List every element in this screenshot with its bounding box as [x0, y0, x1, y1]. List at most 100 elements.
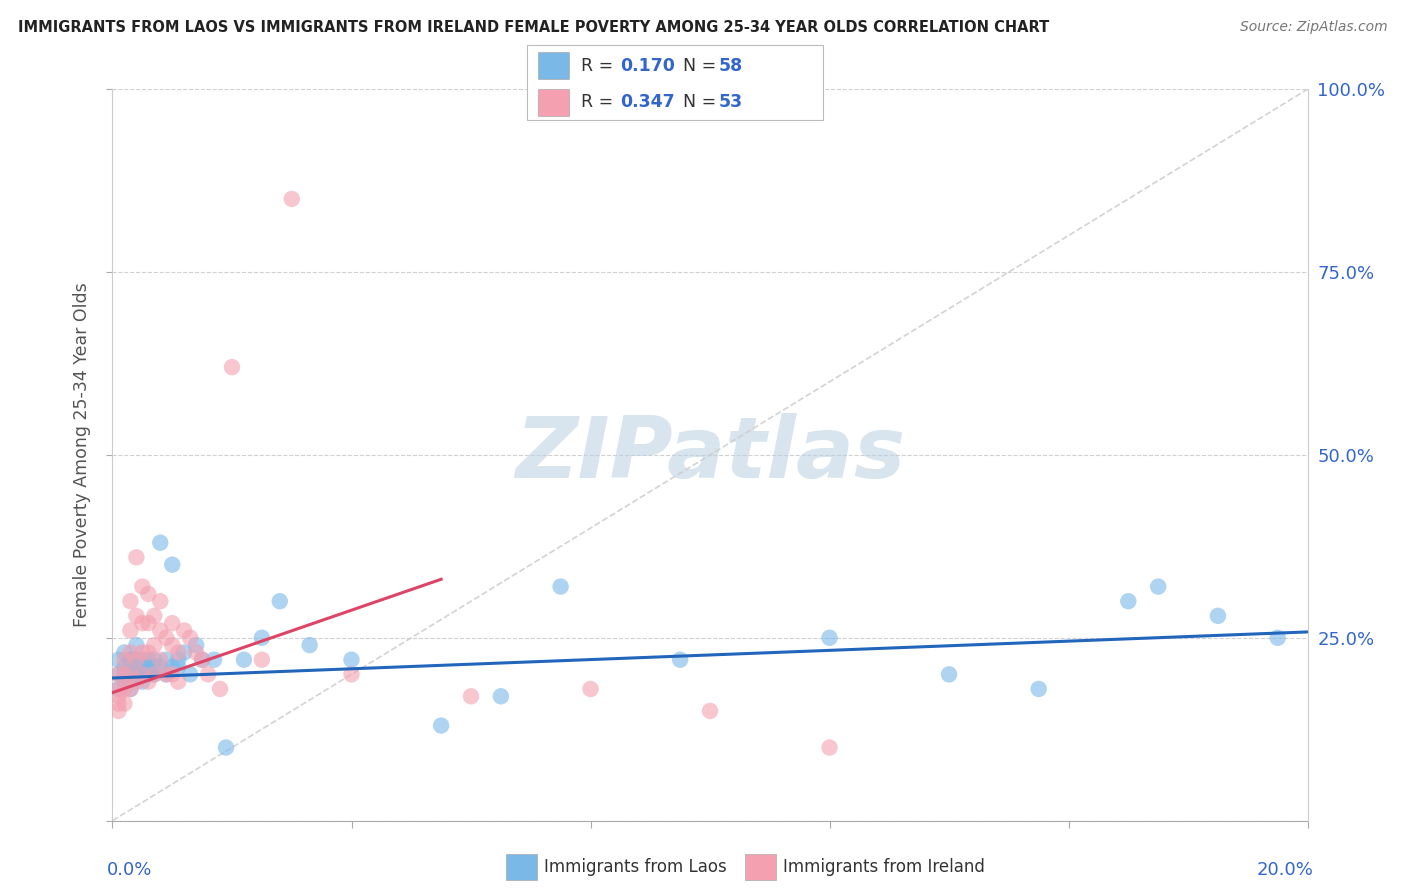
- Point: [125, 667, 148, 681]
- Text: 0.0%: 0.0%: [107, 861, 152, 879]
- Point: [215, 740, 238, 755]
- Text: 0.347: 0.347: [620, 94, 675, 112]
- Point: [179, 667, 201, 681]
- Point: [120, 653, 142, 667]
- Point: [107, 690, 129, 704]
- Point: [149, 624, 172, 638]
- Point: [149, 594, 172, 608]
- Point: [143, 667, 166, 681]
- Point: [155, 653, 177, 667]
- Point: [167, 674, 190, 689]
- Point: [167, 653, 190, 667]
- Point: [298, 638, 321, 652]
- Point: [1267, 631, 1289, 645]
- Point: [489, 690, 512, 704]
- Point: [143, 608, 166, 623]
- Point: [186, 645, 208, 659]
- Point: [131, 653, 153, 667]
- Point: [107, 681, 129, 696]
- Point: [938, 667, 960, 681]
- Point: [167, 645, 190, 659]
- Text: Immigrants from Laos: Immigrants from Laos: [544, 858, 727, 876]
- Point: [550, 580, 572, 594]
- Point: [125, 653, 148, 667]
- Point: [131, 616, 153, 631]
- Text: ZIPatlas: ZIPatlas: [515, 413, 905, 497]
- Text: Immigrants from Ireland: Immigrants from Ireland: [783, 858, 986, 876]
- Point: [138, 667, 160, 681]
- Point: [162, 616, 183, 631]
- Point: [143, 667, 166, 681]
- Point: [669, 653, 692, 667]
- Point: [120, 681, 142, 696]
- Point: [107, 667, 129, 681]
- Point: [149, 660, 172, 674]
- Point: [818, 740, 841, 755]
- Text: 20.0%: 20.0%: [1257, 861, 1313, 879]
- Point: [114, 681, 135, 696]
- Point: [120, 645, 142, 659]
- Text: Source: ZipAtlas.com: Source: ZipAtlas.com: [1240, 20, 1388, 34]
- Point: [120, 624, 142, 638]
- Point: [186, 638, 208, 652]
- Point: [162, 667, 183, 681]
- Point: [430, 718, 453, 732]
- Point: [131, 674, 153, 689]
- Point: [340, 653, 363, 667]
- Point: [155, 631, 177, 645]
- Point: [250, 631, 273, 645]
- Point: [1118, 594, 1140, 608]
- Point: [579, 681, 602, 696]
- Point: [114, 697, 135, 711]
- Point: [131, 580, 153, 594]
- Point: [138, 674, 160, 689]
- Point: [149, 535, 172, 549]
- Point: [114, 653, 135, 667]
- Point: [191, 653, 214, 667]
- Point: [162, 660, 183, 674]
- Y-axis label: Female Poverty Among 25-34 Year Olds: Female Poverty Among 25-34 Year Olds: [73, 283, 91, 627]
- Point: [107, 697, 129, 711]
- Point: [120, 660, 142, 674]
- Point: [155, 667, 177, 681]
- Point: [202, 653, 225, 667]
- Point: [269, 594, 291, 608]
- Point: [131, 660, 153, 674]
- Point: [143, 660, 166, 674]
- Point: [155, 667, 177, 681]
- Text: IMMIGRANTS FROM LAOS VS IMMIGRANTS FROM IRELAND FEMALE POVERTY AMONG 25-34 YEAR : IMMIGRANTS FROM LAOS VS IMMIGRANTS FROM …: [18, 20, 1049, 35]
- Point: [107, 653, 129, 667]
- Point: [125, 667, 148, 681]
- Point: [162, 638, 183, 652]
- Point: [107, 704, 129, 718]
- Point: [281, 192, 304, 206]
- Point: [138, 645, 160, 659]
- Point: [120, 681, 142, 696]
- Text: R =: R =: [581, 94, 619, 112]
- Point: [191, 653, 214, 667]
- Point: [125, 608, 148, 623]
- Text: 58: 58: [718, 57, 742, 75]
- Text: 0.170: 0.170: [620, 57, 675, 75]
- Point: [131, 660, 153, 674]
- Point: [340, 667, 363, 681]
- Point: [131, 667, 153, 681]
- Point: [138, 616, 160, 631]
- Point: [138, 660, 160, 674]
- Point: [107, 667, 129, 681]
- Text: 53: 53: [718, 94, 742, 112]
- Point: [143, 638, 166, 652]
- Point: [699, 704, 721, 718]
- Point: [1206, 608, 1229, 623]
- Point: [125, 550, 148, 565]
- Point: [167, 660, 190, 674]
- Point: [114, 667, 135, 681]
- Point: [138, 653, 160, 667]
- Point: [125, 653, 148, 667]
- Point: [209, 681, 232, 696]
- Point: [1028, 681, 1050, 696]
- Point: [131, 667, 153, 681]
- Point: [233, 653, 256, 667]
- Text: R =: R =: [581, 57, 619, 75]
- Point: [114, 667, 135, 681]
